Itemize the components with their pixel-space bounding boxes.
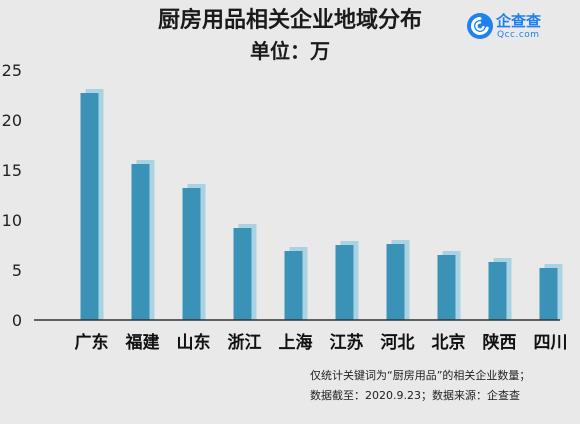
x-tick-label: 陕西 [483, 332, 517, 353]
chart-subtitle: 单位：万 [250, 39, 330, 63]
x-tick-label: 福建 [125, 332, 160, 353]
bar-河北 [386, 244, 405, 320]
x-tick-label: 四川 [534, 333, 568, 353]
x-tick-label: 上海 [279, 332, 313, 353]
x-tick-label: 山东 [177, 332, 211, 353]
bar-山东 [182, 188, 201, 320]
bar-四川 [539, 268, 558, 320]
bar-北京 [437, 255, 456, 320]
brand-domain: Qcc.com [497, 30, 540, 40]
chart-title: 厨房用品相关企业地域分布 [157, 8, 422, 33]
footnote: 仅统计关键词为“厨房用品”的相关企业数量； 数据截至：2020.9.23；数据来… [310, 366, 572, 406]
bar-陕西 [488, 262, 507, 320]
y-tick-label: 0 [12, 311, 22, 330]
bar-广东 [80, 93, 99, 320]
x-axis-tick-labels: 广东 福建 山东 浙江 上海 江苏 河北 北京 陕西 四川 [75, 332, 568, 353]
y-tick-label: 25 [2, 61, 22, 80]
y-tick-label: 20 [2, 111, 22, 130]
bar-上海 [284, 251, 303, 320]
y-axis-tick-labels: 0 5 10 15 20 25 [2, 61, 22, 330]
x-tick-label: 北京 [432, 332, 466, 353]
y-tick-label: 10 [2, 211, 22, 230]
bar-福建 [131, 164, 150, 320]
x-tick-label: 江苏 [330, 332, 364, 353]
qcc-logo-icon [467, 13, 493, 39]
bar-江苏 [335, 245, 354, 320]
footnote-line-2: 数据截至：2020.9.23；数据来源：企查查 [310, 389, 520, 402]
brand-logo: 企查查 Qcc.com [466, 10, 556, 44]
bar-浙江 [233, 228, 252, 320]
x-tick-label: 广东 [75, 332, 109, 353]
y-tick-label: 15 [2, 161, 22, 180]
y-tick-label: 5 [12, 261, 22, 280]
x-tick-label: 浙江 [228, 332, 262, 353]
bar-series [80, 89, 563, 320]
brand-name: 企查查 [496, 12, 542, 30]
x-tick-label: 河北 [381, 333, 415, 353]
footnote-line-1: 仅统计关键词为“厨房用品”的相关企业数量； [310, 369, 531, 382]
